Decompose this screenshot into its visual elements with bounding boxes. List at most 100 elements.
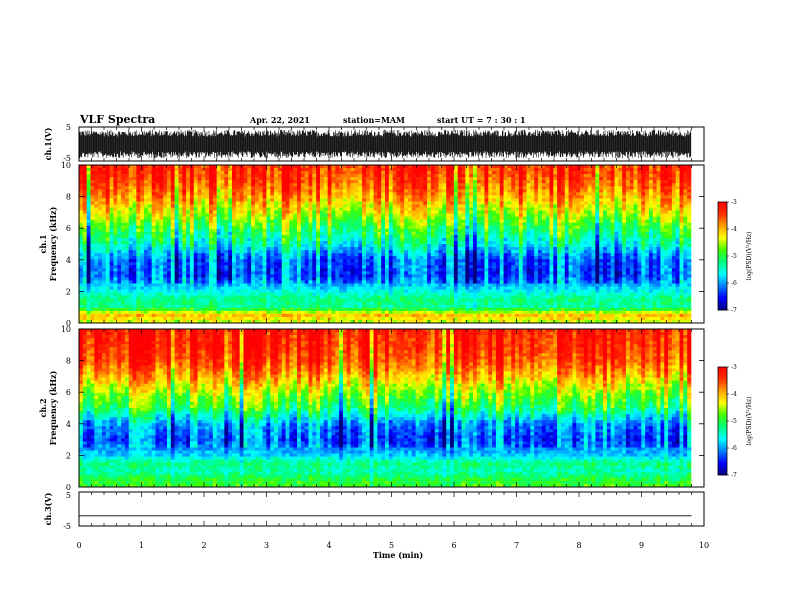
spectrogram-cell xyxy=(580,204,585,208)
spectrogram-cell xyxy=(300,250,305,254)
spectrogram-cell xyxy=(182,225,187,230)
spectrogram-cell xyxy=(155,216,160,220)
spectrogram-cell xyxy=(572,228,577,233)
spectrogram-cell xyxy=(117,165,122,169)
spectrogram-cell xyxy=(492,198,497,202)
spectrogram-cell xyxy=(541,244,546,248)
spectrogram-cell xyxy=(564,210,569,214)
spectrogram-cell xyxy=(197,180,202,184)
spectrogram-cell xyxy=(281,244,286,248)
spectrogram-cell xyxy=(346,231,351,236)
spectrogram-cell xyxy=(373,189,378,193)
spectrogram-cell xyxy=(599,201,604,205)
spectrogram-cell xyxy=(350,195,355,199)
spectrogram-cell xyxy=(289,219,294,224)
spectrogram-cell xyxy=(606,228,611,233)
spectrogram-cell xyxy=(277,250,283,254)
spectrogram-cell xyxy=(335,201,340,205)
spectrogram-cell xyxy=(285,177,290,181)
spectrogram-cell xyxy=(392,201,397,205)
spectrogram-cell xyxy=(614,234,619,239)
spectrogram-cell xyxy=(419,165,424,169)
spectrogram-cell xyxy=(159,228,164,233)
spectrogram-cell xyxy=(419,189,424,193)
spectrogram-cell xyxy=(144,177,149,181)
spectrogram-cell xyxy=(534,207,539,211)
spectrogram-cell xyxy=(465,198,470,202)
spectrogram-cell xyxy=(568,219,573,224)
spectrogram-cell xyxy=(270,244,275,248)
spectrogram-cell xyxy=(144,234,149,239)
spectrogram-cell xyxy=(266,219,271,224)
spectrogram-cell xyxy=(606,213,611,217)
spectrogram-cell xyxy=(606,240,611,245)
spectrogram-cell xyxy=(316,228,321,233)
spectrogram-cell xyxy=(331,207,336,211)
spectrogram-cell xyxy=(583,189,589,193)
spectrogram-cell xyxy=(189,195,195,199)
spectrogram-cell xyxy=(262,207,267,211)
spectrogram-cell xyxy=(423,225,428,230)
spectrogram-cell xyxy=(319,183,325,187)
spectrogram-cell xyxy=(159,198,164,202)
spectrogram-cell xyxy=(603,183,608,187)
spectrogram-cell xyxy=(235,228,240,233)
spectrogram-cell xyxy=(660,219,665,224)
spectrogram-cell xyxy=(457,198,462,202)
spectrogram-cell xyxy=(526,225,531,230)
spectrogram-cell xyxy=(316,198,321,202)
spectrogram-cell xyxy=(522,222,527,227)
spectrogram-cell xyxy=(277,219,283,224)
spectrogram-cell xyxy=(281,213,286,217)
spectrogram-cell xyxy=(132,171,137,175)
spectrogram-cell xyxy=(281,207,286,211)
spectrogram-cell xyxy=(98,234,103,239)
spectrogram-cell xyxy=(297,174,302,178)
spectrogram-cell xyxy=(79,247,84,251)
spectrogram-cell xyxy=(518,165,524,169)
spectrogram-cell xyxy=(648,222,654,227)
spectrogram-cell xyxy=(319,165,325,169)
spectrogram-cell xyxy=(205,189,210,193)
spectrogram-cell xyxy=(354,195,359,199)
spectrogram-cell xyxy=(392,198,397,202)
spectrogram-cell xyxy=(140,174,145,178)
spectrogram-cell xyxy=(193,216,198,220)
spectrogram-cell xyxy=(423,189,428,193)
spectrogram-cell xyxy=(461,231,466,236)
spectrogram-cell xyxy=(388,216,393,220)
spectrogram-cell xyxy=(251,171,256,175)
spectrogram-cell xyxy=(511,198,516,202)
spectrogram-cell xyxy=(365,222,371,227)
spectrogram-cell xyxy=(622,183,627,187)
spectrogram-cell xyxy=(258,231,263,236)
spectrogram-cell xyxy=(450,250,455,254)
spectrogram-cell xyxy=(186,222,191,227)
spectrogram-cell xyxy=(427,210,432,214)
spectrogram-cell xyxy=(209,247,214,251)
spectrogram-cell xyxy=(664,213,669,217)
spectrogram-cell xyxy=(201,231,206,236)
spectrogram-cell xyxy=(580,177,585,181)
spectrogram-cell xyxy=(522,180,527,184)
spectrogram-cell xyxy=(189,210,195,214)
spectrogram-cell xyxy=(346,237,351,242)
spectrogram-cell xyxy=(480,234,485,239)
spectrogram-cell xyxy=(385,177,390,181)
spectrogram-cell xyxy=(228,231,233,236)
spectrogram-cell xyxy=(419,198,424,202)
spectrogram-cell xyxy=(641,207,646,211)
spectrogram-cell xyxy=(147,174,152,178)
spectrogram-cell xyxy=(239,180,244,184)
spectrogram-cell xyxy=(484,228,489,233)
spectrogram-cell xyxy=(289,189,294,193)
spectrogram-cell xyxy=(606,253,611,257)
spectrogram-cell xyxy=(155,174,160,178)
spectrogram-cell xyxy=(438,234,443,239)
spectrogram-cell xyxy=(335,240,340,245)
spectrogram-cell xyxy=(400,186,405,190)
spectrogram-cell xyxy=(186,183,191,187)
spectrogram-cell xyxy=(668,186,673,190)
spectrogram-cell xyxy=(144,192,149,196)
spectrogram-cell xyxy=(679,189,684,193)
